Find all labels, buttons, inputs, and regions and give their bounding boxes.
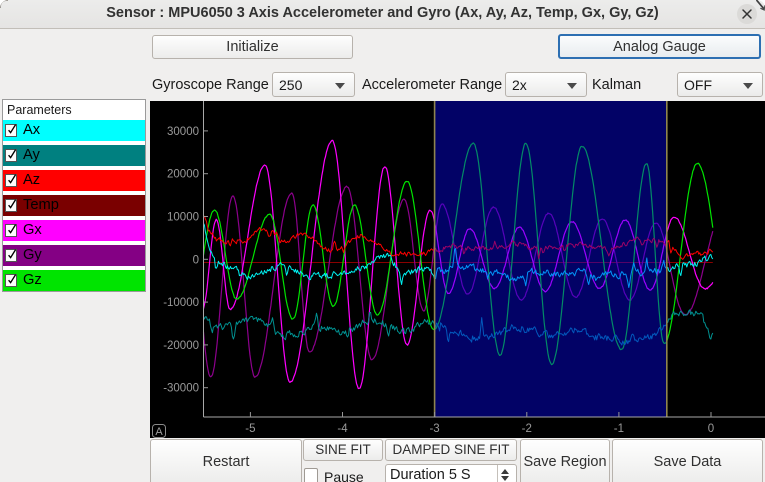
svg-text:-3: -3 (429, 423, 439, 435)
svg-text:-4: -4 (337, 423, 348, 435)
svg-text:-2: -2 (522, 423, 532, 435)
svg-text:-20000: -20000 (163, 340, 199, 352)
svg-text:20000: 20000 (167, 169, 199, 181)
svg-text:-5: -5 (245, 423, 255, 435)
svg-text:-10000: -10000 (163, 297, 199, 309)
svg-text:0: 0 (708, 423, 714, 435)
svg-text:-30000: -30000 (163, 383, 199, 395)
svg-text:30000: 30000 (167, 126, 199, 138)
svg-text:-1: -1 (614, 423, 624, 435)
svg-text:A: A (155, 426, 163, 438)
svg-text:10000: 10000 (167, 212, 199, 224)
svg-text:0: 0 (193, 254, 199, 266)
